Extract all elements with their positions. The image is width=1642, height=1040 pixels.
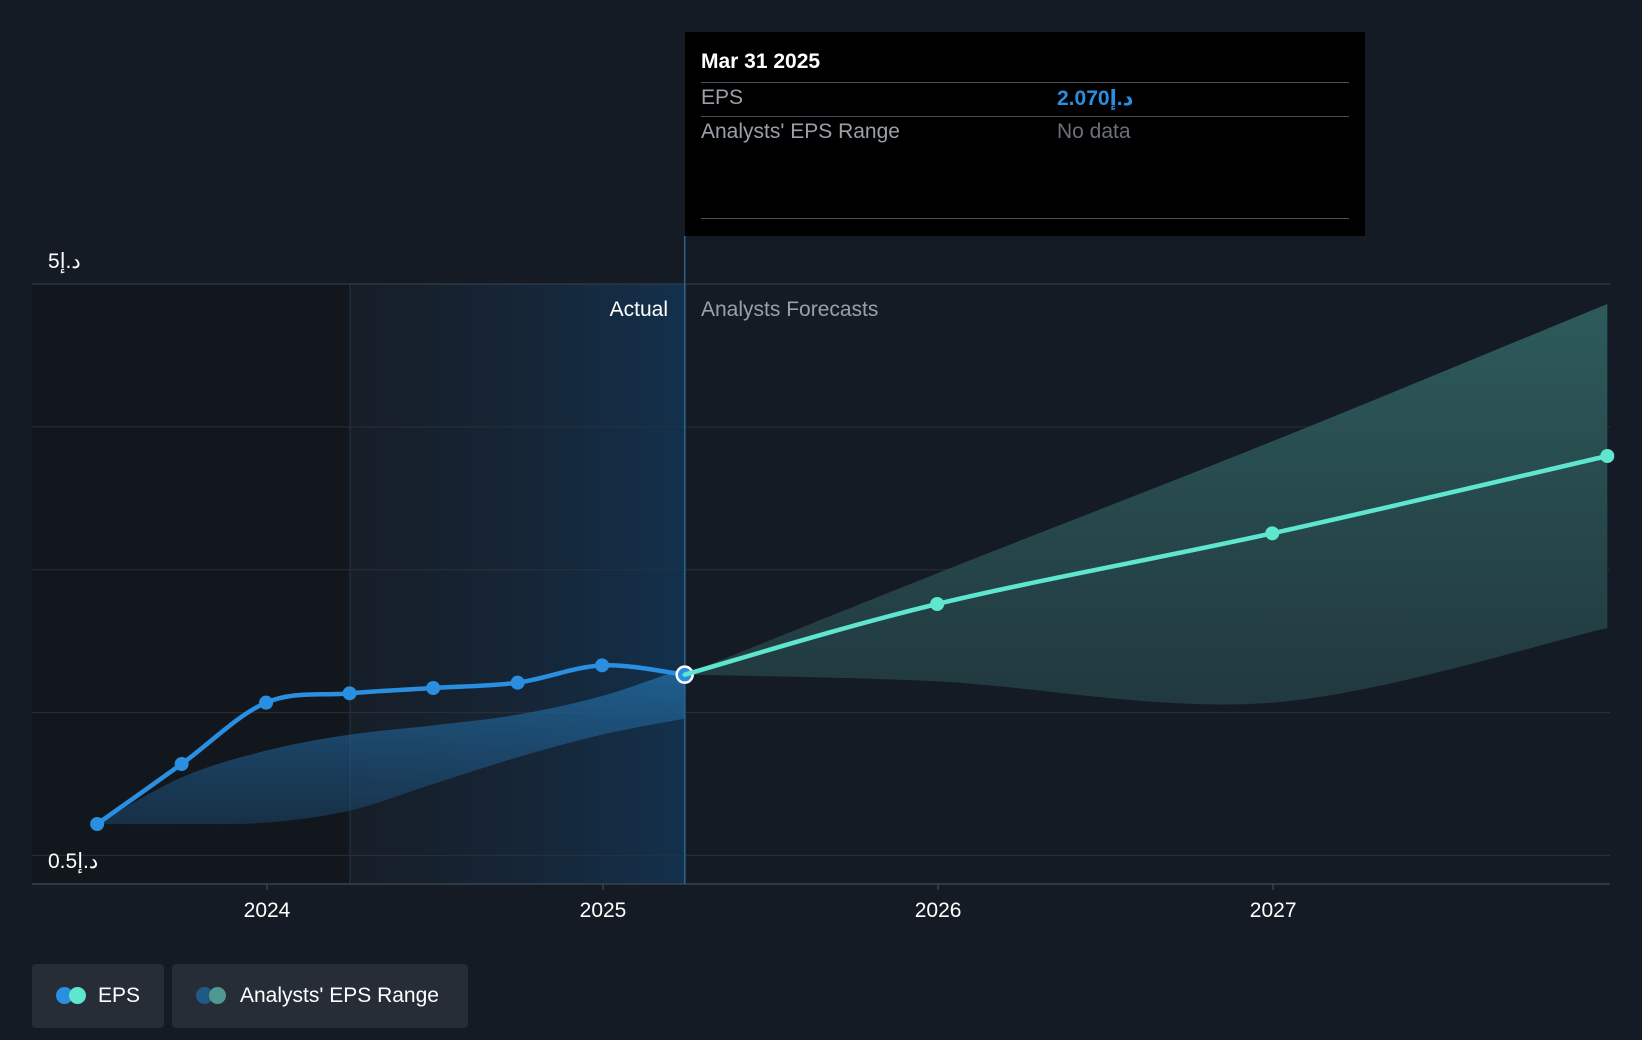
y-tick-labels: د.إ5 د.إ0.5 xyxy=(48,250,98,874)
eps-actual-dot xyxy=(56,987,73,1004)
x-tick-label: 2024 xyxy=(244,899,291,922)
eps-forecast-dot xyxy=(69,987,86,1004)
eps-point-actual[interactable] xyxy=(90,817,105,831)
legend-item-eps[interactable]: EPS xyxy=(32,964,164,1028)
eps-point-actual[interactable] xyxy=(259,695,274,710)
tooltip-divider xyxy=(701,82,1349,83)
range-actual-dot xyxy=(196,987,213,1004)
hover-tooltip: Mar 31 2025 EPS د.إ2.070 Analysts' EPS R… xyxy=(685,32,1365,236)
legend-label-eps: EPS xyxy=(97,984,140,1007)
tooltip-divider xyxy=(701,218,1349,219)
x-tick-label: 2026 xyxy=(915,899,962,922)
y-tick-label: د.إ5 xyxy=(48,250,81,274)
eps-range-forecast-area xyxy=(684,304,1608,705)
eps-point-forecast[interactable] xyxy=(930,597,945,611)
legend-item-eps-range[interactable]: Analysts' EPS Range xyxy=(172,964,468,1028)
eps-point-actual[interactable] xyxy=(595,658,610,673)
tooltip-range-value: No data xyxy=(1057,120,1131,143)
eps-range-legend-icon xyxy=(196,987,228,1005)
tooltip-divider xyxy=(701,116,1349,117)
eps-series xyxy=(90,449,1615,831)
eps-point-actual[interactable] xyxy=(510,675,525,690)
legend-label-eps-range: Analysts' EPS Range xyxy=(240,984,439,1007)
eps-line-forecast xyxy=(682,453,1610,677)
eps-point-forecast[interactable] xyxy=(1265,526,1280,541)
tooltip-eps-label: EPS xyxy=(701,86,744,109)
eps-range-actual-area xyxy=(97,668,685,825)
tooltip-date: Mar 31 2025 xyxy=(701,50,821,73)
x-tick-label: 2025 xyxy=(580,899,627,922)
forecast-region-label: Analysts Forecasts xyxy=(701,298,878,321)
x-tick-label: 2027 xyxy=(1250,899,1297,922)
actual-region-label: Actual xyxy=(610,298,668,321)
eps-point-actual[interactable] xyxy=(342,686,357,701)
tooltip-eps-value: د.إ2.070 xyxy=(1057,87,1134,110)
tooltip-range-label: Analysts' EPS Range xyxy=(701,120,900,143)
y-tick-label: د.إ0.5 xyxy=(48,850,98,874)
eps-point-forecast[interactable] xyxy=(1600,449,1615,463)
eps-point-actual[interactable] xyxy=(426,681,441,695)
eps-legend-icon xyxy=(56,987,86,1005)
range-forecast-dot xyxy=(209,987,226,1004)
eps-point-actual[interactable] xyxy=(174,757,189,771)
x-tick-labels: 2024 2025 2026 2027 xyxy=(244,884,1297,922)
